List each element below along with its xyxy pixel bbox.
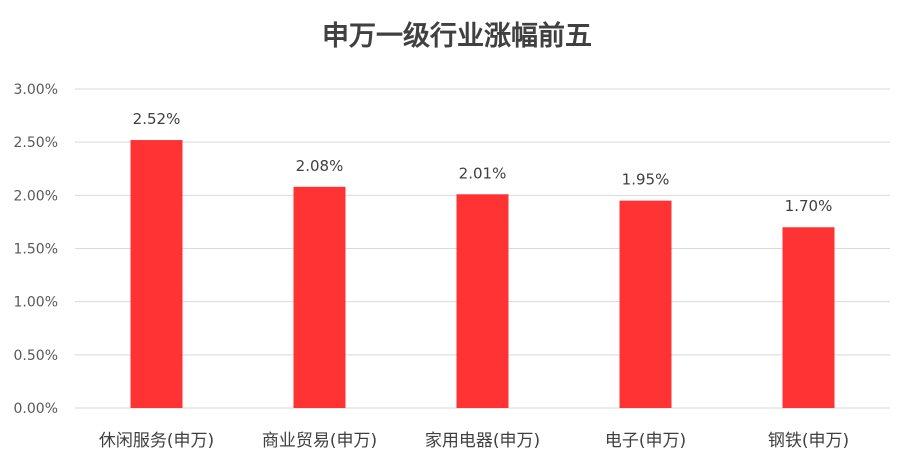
x-category-label: 商业贸易(申万)	[262, 431, 377, 451]
bar	[456, 194, 509, 408]
x-category-label: 钢铁(申万)	[768, 431, 849, 451]
bar	[130, 140, 183, 409]
y-tick-label: 3.00%	[14, 82, 58, 98]
y-tick-label: 2.50%	[14, 135, 58, 151]
x-category-label: 电子(申万)	[605, 431, 686, 451]
data-label: 1.70%	[785, 197, 833, 215]
y-tick-label: 2.00%	[14, 188, 58, 204]
data-label: 2.52%	[133, 110, 181, 128]
x-category-label: 休闲服务(申万)	[99, 431, 214, 451]
y-tick-label: 0.50%	[14, 348, 58, 364]
y-tick-label: 1.50%	[14, 242, 58, 258]
bar	[619, 200, 672, 408]
chart-title: 申万一级行业涨幅前五	[322, 21, 592, 52]
data-label: 2.01%	[459, 164, 507, 182]
data-label: 1.95%	[622, 171, 670, 189]
x-category-label: 家用电器(申万)	[425, 431, 540, 451]
bar	[782, 227, 835, 408]
y-tick-label: 1.00%	[14, 295, 58, 311]
data-label: 2.08%	[296, 157, 344, 175]
y-tick-label: 0.00%	[14, 401, 58, 417]
bar	[293, 186, 346, 408]
